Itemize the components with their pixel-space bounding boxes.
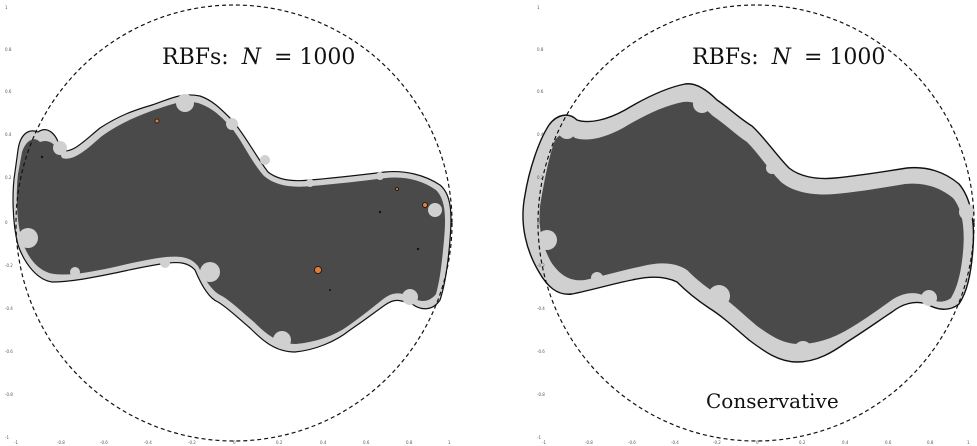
svg-text:-0.2: -0.2: [5, 263, 13, 268]
svg-text:1: 1: [967, 440, 970, 445]
svg-text:-1: -1: [5, 435, 9, 440]
left-y-ticks: 1 0.8 0.6 0.4 0.2 0 -0.2 -0.4 -0.6 -0.8 …: [5, 5, 13, 440]
svg-text:0: 0: [537, 220, 540, 225]
svg-text:0.4: 0.4: [5, 132, 12, 137]
svg-text:0: 0: [233, 440, 236, 445]
left-x-ticks: -1 -0.8 -0.6 -0.4 -0.2 0 0.2 0.4 0.6 0.8…: [14, 440, 451, 445]
svg-text:1: 1: [5, 5, 8, 10]
left-domain-circle: [15, 4, 453, 442]
svg-text:-0.6: -0.6: [628, 440, 636, 445]
svg-text:-0.6: -0.6: [100, 440, 108, 445]
svg-text:0.8: 0.8: [5, 47, 12, 52]
svg-text:0.4: 0.4: [842, 440, 849, 445]
right-figure: 1 0.8 0.6 0.4 0.2 0 -0.2 -0.4 -0.6 -0.8 …: [522, 4, 975, 445]
svg-text:-0.4: -0.4: [671, 440, 679, 445]
svg-text:0: 0: [756, 440, 759, 445]
svg-text:-1: -1: [537, 435, 541, 440]
svg-text:0.4: 0.4: [537, 132, 544, 137]
left-title: RBFs: N = 1000: [162, 45, 355, 70]
left-figure: 1 0.8 0.6 0.4 0.2 0 -0.2 -0.4 -0.6 -0.8 …: [5, 4, 453, 445]
svg-text:0.8: 0.8: [927, 440, 934, 445]
svg-text:-1: -1: [542, 440, 546, 445]
svg-text:0.4: 0.4: [320, 440, 327, 445]
svg-text:-0.4: -0.4: [537, 306, 545, 311]
right-dark-region: [539, 101, 964, 344]
right-domain-circle: [537, 4, 975, 442]
svg-text:0.6: 0.6: [537, 89, 544, 94]
right-panel: 1 0.8 0.6 0.4 0.2 0 -0.2 -0.4 -0.6 -0.8 …: [497, 0, 977, 446]
svg-text:1: 1: [537, 5, 540, 10]
svg-text:0.2: 0.2: [276, 440, 283, 445]
svg-text:-0.8: -0.8: [57, 440, 65, 445]
right-title: RBFs: N = 1000: [692, 45, 885, 70]
svg-text:0.8: 0.8: [406, 440, 413, 445]
right-x-ticks: -1 -0.8 -0.6 -0.4 -0.2 0 0.2 0.4 0.6 0.8…: [542, 440, 970, 445]
svg-text:-0.8: -0.8: [585, 440, 593, 445]
svg-text:-0.6: -0.6: [537, 349, 545, 354]
svg-text:-0.4: -0.4: [144, 440, 152, 445]
right-caption: Conservative: [706, 389, 839, 413]
svg-text:0.6: 0.6: [5, 89, 12, 94]
right-light-lobes: [537, 95, 975, 359]
svg-text:0.2: 0.2: [5, 175, 12, 180]
svg-text:-0.2: -0.2: [713, 440, 721, 445]
svg-text:-0.8: -0.8: [537, 392, 545, 397]
left-spurious-points: [40, 118, 428, 291]
svg-text:-0.2: -0.2: [537, 263, 545, 268]
left-panel: 1 0.8 0.6 0.4 0.2 0 -0.2 -0.4 -0.6 -0.8 …: [0, 0, 480, 446]
svg-text:-0.8: -0.8: [5, 392, 13, 397]
svg-text:-0.4: -0.4: [5, 306, 13, 311]
svg-text:0.8: 0.8: [537, 47, 544, 52]
svg-text:-0.6: -0.6: [5, 349, 13, 354]
right-y-ticks: 1 0.8 0.6 0.4 0.2 0 -0.2 -0.4 -0.6 -0.8 …: [537, 5, 545, 440]
svg-text:0: 0: [5, 220, 8, 225]
svg-text:0.6: 0.6: [363, 440, 370, 445]
svg-text:-0.2: -0.2: [188, 440, 196, 445]
svg-text:0.6: 0.6: [885, 440, 892, 445]
left-dark-region: [16, 101, 446, 344]
svg-text:1: 1: [448, 440, 451, 445]
left-light-lobes: [18, 94, 442, 349]
svg-text:0.2: 0.2: [537, 175, 544, 180]
svg-text:0.2: 0.2: [799, 440, 806, 445]
svg-text:-1: -1: [14, 440, 18, 445]
